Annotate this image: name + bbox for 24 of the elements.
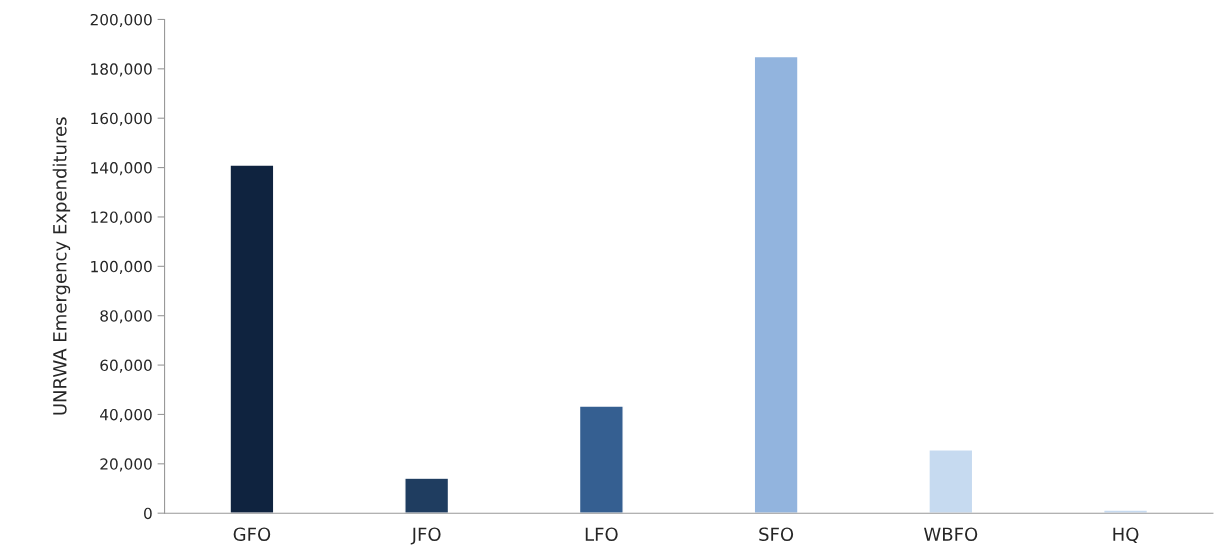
y-tick-label: 160,000 bbox=[91, 112, 152, 126]
x-tick-label: LFO bbox=[585, 527, 618, 542]
bar bbox=[404, 477, 450, 514]
y-tick-label: 80,000 bbox=[100, 310, 152, 324]
y-tick-label: 20,000 bbox=[100, 458, 152, 472]
y-axis-title: UNRWA Emergency Expenditures bbox=[52, 117, 71, 415]
x-tick-label: JFO bbox=[410, 527, 441, 545]
bar bbox=[229, 164, 275, 514]
y-tick-label: 200,000 bbox=[90, 13, 152, 28]
y-tick-label: 120,000 bbox=[91, 211, 152, 225]
bar bbox=[753, 55, 799, 514]
x-tick-label: SFO bbox=[759, 527, 794, 542]
y-tick-label: 140,000 bbox=[91, 162, 152, 176]
y-tick-label: 180,000 bbox=[91, 63, 152, 77]
x-tick-label: GFO bbox=[233, 527, 271, 542]
y-tick-label: 0 bbox=[144, 507, 152, 520]
y-tick-label: 100,000 bbox=[91, 260, 152, 274]
bar bbox=[928, 449, 974, 514]
bar bbox=[578, 405, 624, 514]
y-tick-label: 40,000 bbox=[100, 408, 152, 423]
bar bbox=[1103, 509, 1149, 514]
x-tick-label: WBFO bbox=[924, 527, 978, 542]
y-tick-label: 60,000 bbox=[100, 359, 152, 373]
x-tick-label: HQ bbox=[1113, 527, 1139, 544]
